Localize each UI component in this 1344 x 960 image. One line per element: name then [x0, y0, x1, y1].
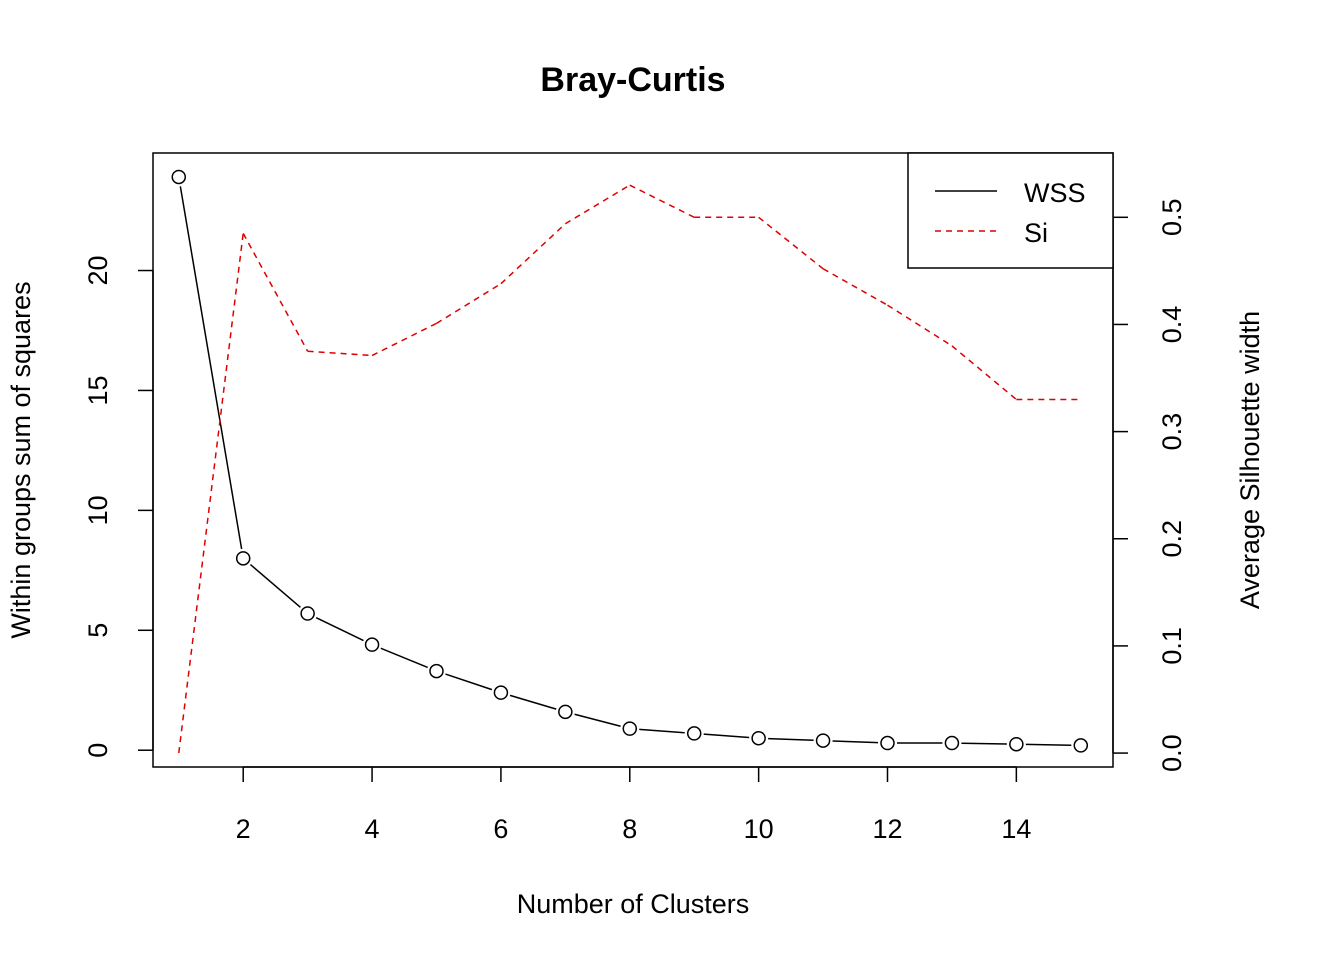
x-axis-label: Number of Clusters: [517, 889, 750, 919]
series-wss-point: [558, 704, 573, 720]
x-axis: 2 4 6 8 10 12 14: [236, 766, 1031, 844]
y2-tick-label: 0.3: [1157, 413, 1187, 451]
series-si-segment: [629, 184, 695, 218]
series-si-segment: [371, 322, 437, 357]
series-wss-point: [429, 663, 444, 679]
series-wss-segment: [768, 737, 814, 742]
series-wss-point: [235, 551, 251, 566]
x-tick-label: 14: [1001, 814, 1031, 844]
x-tick-label: 2: [236, 814, 251, 844]
series-si: [178, 184, 1081, 754]
series-wss-point: [300, 606, 315, 621]
legend-label-wss: WSS: [1024, 178, 1086, 208]
y-axis-left: 0 5 10 15 20: [83, 256, 154, 758]
y2-tick-label: 0.4: [1157, 306, 1187, 344]
x-tick-label: 12: [872, 814, 902, 844]
series-si-segment: [822, 268, 888, 306]
series-wss-segment: [639, 728, 685, 734]
series-wss-segment: [509, 694, 557, 710]
series-wss-point: [686, 726, 702, 741]
y2-tick-label: 0.1: [1157, 627, 1187, 665]
series-wss-segment: [380, 647, 428, 669]
legend: WSS Si: [907, 152, 1114, 269]
y2-tick-label: 0.2: [1157, 520, 1187, 558]
y-tick-label: 0: [83, 743, 113, 758]
series-si-segment: [564, 184, 631, 225]
y-tick-label: 10: [83, 495, 113, 525]
series-wss-segment: [179, 186, 243, 550]
legend-box: [907, 152, 1114, 269]
series-wss-point: [364, 637, 380, 652]
series-wss-segment: [574, 713, 621, 727]
series-wss-segment: [249, 563, 301, 608]
series-wss-segment: [961, 742, 1007, 745]
series-si-segment: [242, 233, 309, 352]
series-wss-point: [1073, 738, 1089, 753]
series-wss-point: [1009, 736, 1024, 752]
series-wss-segment: [832, 740, 879, 744]
legend-label-si: Si: [1024, 218, 1048, 248]
series-wss-point: [751, 730, 766, 746]
x-tick-label: 4: [365, 814, 380, 844]
y2-tick-label: 0.5: [1157, 199, 1187, 237]
series-si-segment: [500, 223, 566, 285]
chart-title: Bray-Curtis: [540, 61, 725, 99]
series-wss-segment: [445, 673, 493, 691]
series-wss-point: [493, 685, 509, 700]
series-si-segment: [887, 304, 953, 347]
series-wss-segment: [1025, 743, 1072, 746]
series-wss-point: [944, 735, 960, 751]
x-tick-label: 10: [744, 814, 774, 844]
y-axis-label: Within groups sum of squares: [6, 281, 36, 638]
series-si-segment: [951, 345, 1017, 401]
y-tick-label: 15: [83, 375, 113, 405]
y-tick-label: 5: [83, 623, 113, 638]
series-wss-point: [880, 735, 895, 751]
y-tick-label: 20: [83, 256, 113, 286]
y2-axis-label: Average Silhouette width: [1235, 311, 1265, 609]
x-tick-label: 6: [493, 814, 508, 844]
series-wss: [171, 169, 1089, 753]
series-wss-point: [815, 733, 831, 748]
y-axis-right: 0.0 0.1 0.2 0.3 0.4 0.5: [1112, 199, 1187, 772]
series-wss-point: [171, 169, 187, 185]
series-wss-point: [622, 721, 638, 736]
series-layer: [171, 169, 1089, 754]
y2-tick-label: 0.0: [1157, 734, 1187, 772]
series-si-segment: [758, 216, 824, 270]
series-wss-segment: [315, 616, 364, 642]
series-wss-segment: [703, 733, 750, 739]
x-tick-label: 8: [622, 814, 637, 844]
series-si-segment: [436, 283, 502, 325]
